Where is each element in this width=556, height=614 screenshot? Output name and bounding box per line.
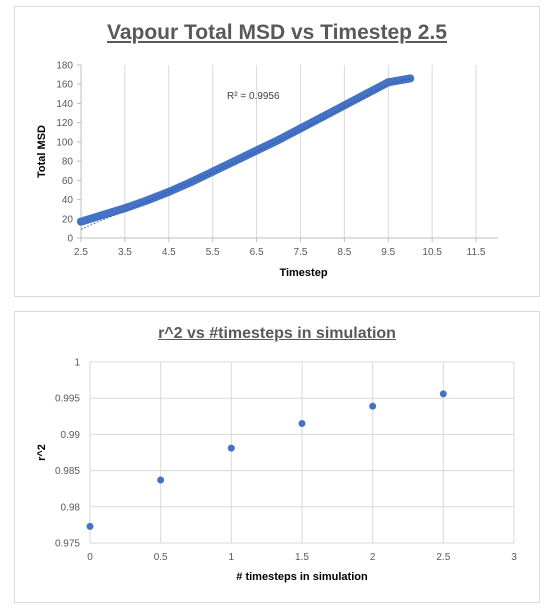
x-tick-label: 6.5	[250, 247, 264, 258]
x-tick-label: 2.5	[436, 552, 450, 563]
y-tick-label: 0.99	[61, 430, 81, 441]
y-tick-label: 120	[56, 118, 73, 129]
x-tick-label: 4.5	[162, 247, 176, 258]
x-tick-label: 8.5	[337, 247, 351, 258]
x-tick-label: 10.5	[422, 247, 442, 258]
msd-data-point	[384, 78, 393, 87]
msd-data-point	[120, 204, 129, 213]
msd-data-band	[77, 74, 415, 226]
y-axis-title: Total MSD	[36, 125, 48, 178]
msd-trendline	[80, 77, 411, 230]
x-tick-label: 2.5	[74, 247, 88, 258]
y-tick-label: 160	[56, 80, 73, 91]
msd-chart-panel: Vapour Total MSD vs Timestep 2.5 0 20 40 60…	[14, 6, 540, 297]
chart-title: r^2 vs #timesteps in simulation	[158, 325, 396, 342]
msd-data-point	[142, 196, 151, 205]
y-tick-label: 0.98	[61, 502, 81, 513]
x-tick-label: 9.5	[381, 247, 395, 258]
x-axis-title: Timestep	[279, 267, 327, 279]
x-tick-label: 3.5	[118, 247, 132, 258]
y-tick-label: 0	[67, 234, 73, 245]
r2-data-point	[439, 390, 447, 398]
r2-data-point	[86, 522, 94, 530]
r2-chart-plot: 0.975 0.98 0.985 0.99 0.995 1 0 0.5 1 1.5 2 2.5 3 # t…	[36, 358, 517, 584]
y-tick-label: 0.985	[55, 466, 80, 477]
y-tick-label: 0.975	[55, 539, 80, 550]
r2-chart-panel: r^2 vs #timesteps in simulation 0.975 0.9…	[14, 311, 540, 603]
r2-data-point	[298, 420, 306, 428]
x-tick-label: 2	[370, 552, 376, 563]
y-tick-label: 100	[56, 137, 73, 148]
x-tick-label: 11.5	[467, 247, 486, 258]
y-tick-label: 0.995	[55, 394, 80, 405]
msd-data-point	[208, 167, 217, 176]
msd-data-point	[362, 89, 371, 98]
x-tick-label: 5.5	[206, 247, 220, 258]
x-tick-label: 0.5	[154, 552, 168, 563]
msd-data-point	[274, 135, 283, 144]
x-tick-label: 7.5	[294, 247, 308, 258]
x-axis-title: # timesteps in simulation	[236, 571, 368, 583]
y-tick-label: 180	[56, 61, 73, 72]
msd-data-point	[406, 74, 415, 83]
msd-data-point	[296, 124, 305, 133]
msd-data-point	[340, 101, 349, 110]
msd-data-point	[230, 157, 239, 166]
r2-data-point	[227, 444, 235, 452]
y-axis-title: r^2	[36, 444, 48, 461]
x-tick-label: 1	[229, 552, 235, 563]
msd-data-point	[318, 112, 327, 121]
x-tick-label: 3	[511, 552, 517, 563]
r2-data-point	[157, 476, 165, 484]
y-tick-label: 40	[62, 195, 74, 206]
y-tick-label: 80	[62, 157, 74, 168]
y-tick-label: 1	[74, 358, 80, 369]
y-tick-label: 20	[62, 214, 74, 225]
r-squared-annotation: R² = 0.9956	[227, 91, 280, 102]
msd-chart-plot: 0 20 40 60 80 100 120 140 160 180 2.5 3.5 4.5 5.5 6.5 7…	[36, 61, 498, 279]
msd-data-point	[77, 217, 85, 226]
msd-data-point	[98, 210, 107, 219]
msd-data-point	[252, 146, 261, 155]
x-tick-label: 1.5	[295, 552, 309, 563]
x-tick-label: 0	[87, 552, 93, 563]
chart-title: Vapour Total MSD vs Timestep 2.5	[107, 21, 447, 44]
y-tick-label: 140	[56, 99, 73, 110]
r2-data-point	[369, 402, 377, 410]
y-tick-label: 60	[62, 176, 74, 187]
